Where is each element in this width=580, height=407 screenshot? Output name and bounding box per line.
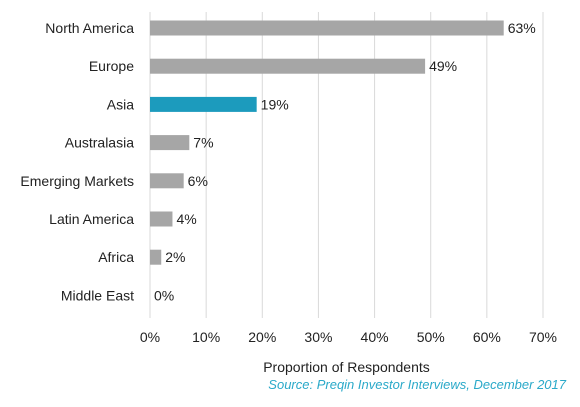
category-label: Australasia — [65, 135, 134, 151]
value-label: 63% — [508, 20, 536, 36]
value-label: 0% — [154, 287, 174, 303]
value-label: 6% — [188, 173, 208, 189]
value-label: 7% — [193, 135, 213, 151]
x-tick-label: 60% — [473, 329, 501, 345]
bar — [150, 249, 162, 265]
value-label: 2% — [165, 249, 185, 265]
x-tick-label: 10% — [192, 329, 220, 345]
category-label: North America — [45, 20, 134, 36]
x-axis-title: Proportion of Respondents — [263, 359, 430, 375]
category-label: Africa — [98, 249, 134, 265]
category-label: Europe — [89, 58, 134, 74]
source-note: Source: Preqin Investor Interviews, Dece… — [268, 377, 566, 392]
bar — [150, 173, 184, 189]
value-label: 49% — [429, 58, 457, 74]
category-label: Asia — [107, 96, 134, 112]
value-label: 4% — [176, 211, 196, 227]
category-label: Latin America — [49, 211, 134, 227]
x-tick-label: 20% — [248, 329, 276, 345]
bar — [150, 58, 426, 74]
bar — [150, 135, 190, 151]
category-label: Middle East — [61, 287, 134, 303]
value-label: 19% — [261, 96, 289, 112]
x-tick-label: 40% — [361, 329, 389, 345]
x-tick-label: 70% — [529, 329, 557, 345]
category-label: Emerging Markets — [20, 173, 134, 189]
x-tick-label: 50% — [417, 329, 445, 345]
bar — [150, 20, 504, 36]
bar — [150, 96, 257, 112]
x-tick-label: 30% — [304, 329, 332, 345]
x-tick-label: 0% — [140, 329, 160, 345]
bar — [150, 211, 173, 227]
